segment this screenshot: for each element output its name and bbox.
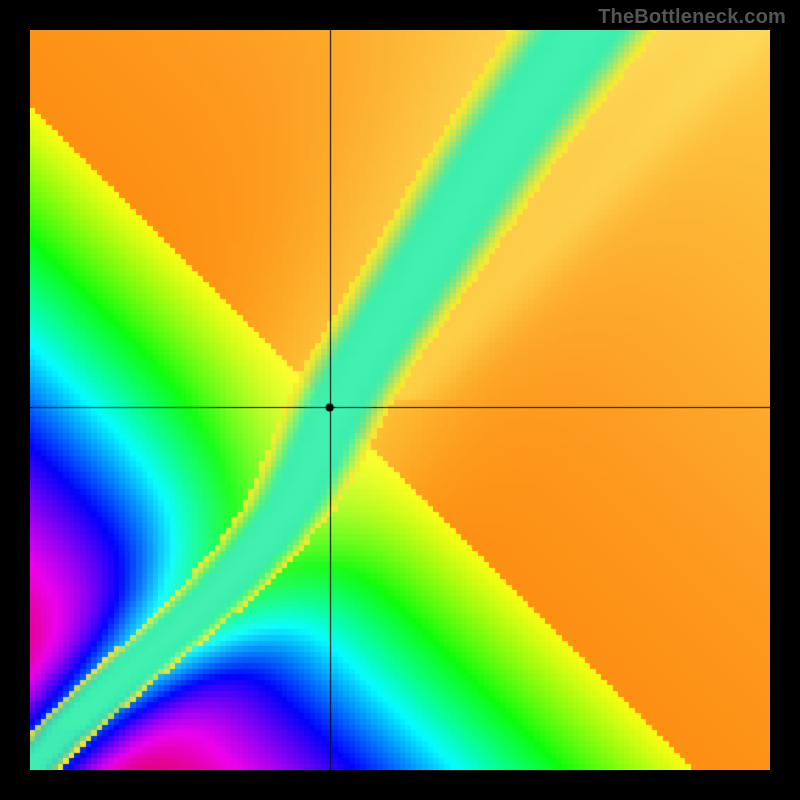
chart-container: TheBottleneck.com [0, 0, 800, 800]
bottleneck-heatmap [30, 30, 770, 770]
watermark-text: TheBottleneck.com [598, 6, 786, 29]
